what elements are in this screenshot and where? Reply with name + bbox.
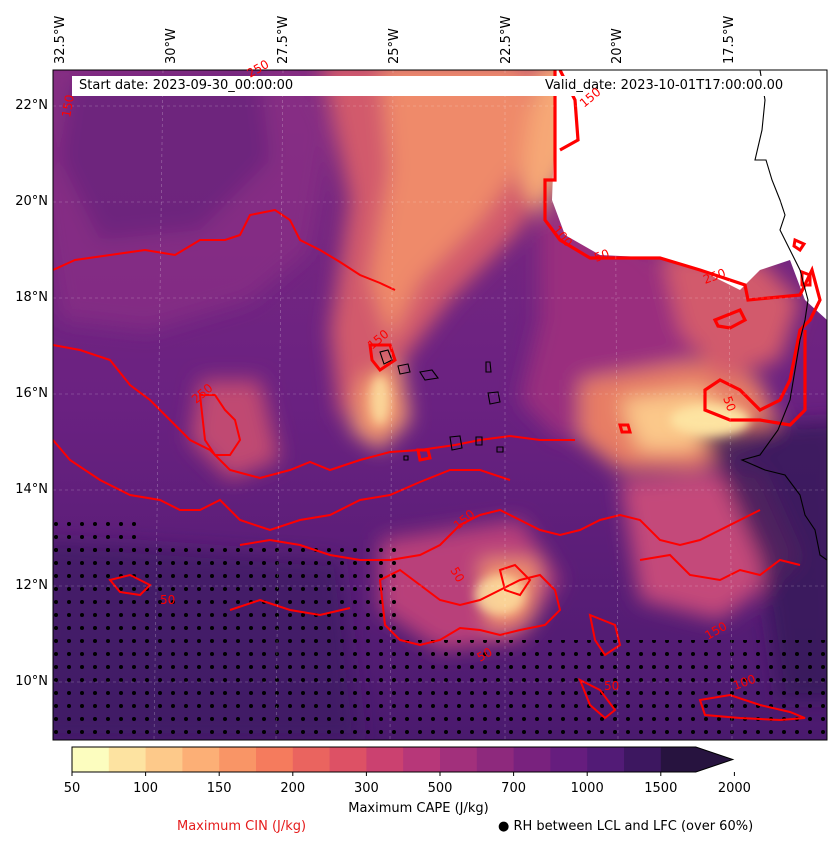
africa-land <box>552 70 827 320</box>
colorbar-swatch <box>366 747 404 772</box>
colorbar-swatch <box>108 747 147 772</box>
lon-label-22-5w: 22.5°W <box>499 15 514 64</box>
lon-label-25w: 25°W <box>387 28 402 64</box>
colorbar-swatch <box>587 747 625 772</box>
lon-label-27-5w: 27.5°W <box>276 15 291 64</box>
cin-contours <box>53 70 822 722</box>
lat-label-14n: 14°N <box>15 482 48 497</box>
colorbar-swatch <box>660 747 733 772</box>
cin-legend-label: Maximum CIN (J/kg) <box>177 819 307 834</box>
colorbar <box>71 746 735 776</box>
rh-stipple <box>53 545 403 740</box>
colorbar-swatch <box>624 747 662 772</box>
colorbar-tick-label: 200 <box>280 781 306 796</box>
lat-label-12n: 12°N <box>15 578 48 593</box>
colorbar-swatch <box>292 747 331 772</box>
colorbar-tick-label: 100 <box>133 781 158 796</box>
colorbar-swatch <box>440 747 478 772</box>
lat-label-20n: 20°N <box>15 194 48 209</box>
colorbar-tick-label: 50 <box>63 781 81 796</box>
start-date-label: Start date: 2023-09-30_00:00:00 <box>79 78 294 93</box>
colorbar-swatch <box>182 747 220 772</box>
coastlines <box>379 70 827 561</box>
colorbar-swatch <box>403 747 441 772</box>
colorbar-swatch <box>72 747 110 772</box>
colorbar-swatch <box>550 747 588 772</box>
colorbar-tick-label: 300 <box>353 781 379 796</box>
colorbar-tick-label: 500 <box>427 781 453 796</box>
colorbar-outline <box>71 746 735 773</box>
lat-label-18n: 18°N <box>15 290 48 305</box>
colorbar-tick-label: 150 <box>206 781 232 796</box>
lon-label-20w: 20°W <box>610 28 625 64</box>
colorbar-swatch <box>329 747 367 772</box>
colorbar-tick-label: 1000 <box>570 781 604 796</box>
lon-label-30w: 30°W <box>164 28 179 64</box>
colorbar-swatch <box>476 747 515 772</box>
colorbar-swatch <box>256 747 294 772</box>
lat-label-16n: 16°N <box>15 386 48 401</box>
valid-date-label: Valid_date: 2023-10-01T17:00:00.00 <box>545 78 784 93</box>
colorbar-tick-label: 2000 <box>717 781 751 796</box>
colorbar-swatch <box>219 747 257 772</box>
colorbar-title: Maximum CAPE (J/kg) <box>348 801 489 816</box>
map-frame <box>52 69 828 741</box>
rh-legend-label: ● RH between LCL and LFC (over 60%) <box>498 819 754 834</box>
gridlines <box>53 70 827 740</box>
lon-label-32-5w: 32.5°W <box>53 15 68 64</box>
lon-label-17-5w: 17.5°W <box>722 15 737 64</box>
date-band <box>72 76 808 96</box>
lat-label-22n: 22°N <box>15 98 48 113</box>
colorbar-tick-label: 1500 <box>644 781 678 796</box>
lat-label-10n: 10°N <box>15 674 48 689</box>
colorbar-tick-label: 700 <box>501 781 526 796</box>
colorbar-swatch <box>145 747 183 772</box>
colorbar-swatch <box>513 747 551 772</box>
